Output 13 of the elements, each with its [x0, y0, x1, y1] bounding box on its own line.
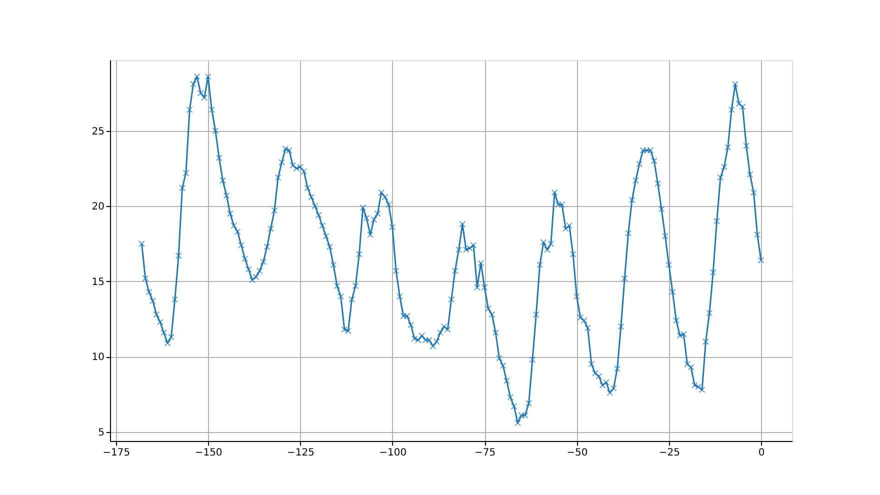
- x-tick-label: −150: [194, 448, 222, 458]
- x-tick-label: −100: [379, 448, 407, 458]
- x-tick-label: −125: [286, 448, 314, 458]
- y-tick-label: 20: [92, 202, 104, 213]
- y-tick-label: 15: [92, 276, 104, 288]
- x-tick-label: 0: [758, 448, 765, 458]
- x-tick-label: −175: [102, 448, 130, 458]
- y-tick-label: 5: [98, 427, 104, 438]
- x-tick-label: −25: [658, 448, 680, 458]
- y-tick-label: 25: [92, 126, 104, 138]
- x-tick-label: −75: [474, 448, 496, 458]
- x-tick-label: −50: [566, 448, 588, 458]
- y-tick-label: 10: [92, 352, 104, 364]
